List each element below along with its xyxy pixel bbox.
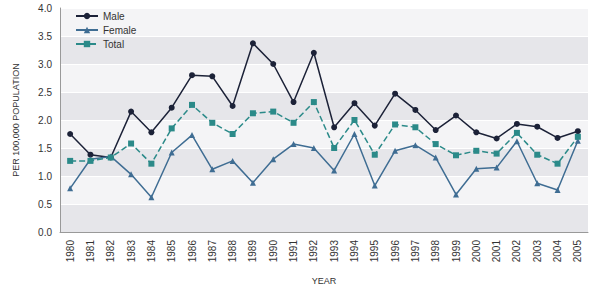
svg-text:1.0: 1.0 <box>38 171 52 182</box>
svg-text:1995: 1995 <box>369 240 380 263</box>
svg-text:1985: 1985 <box>166 240 177 263</box>
svg-text:1993: 1993 <box>329 240 340 263</box>
svg-text:1982: 1982 <box>105 240 116 263</box>
svg-text:2000: 2000 <box>471 240 482 263</box>
svg-text:1992: 1992 <box>308 240 319 263</box>
svg-text:1983: 1983 <box>126 240 137 263</box>
svg-text:PER 100,000 POPULATION: PER 100,000 POPULATION <box>11 63 21 176</box>
svg-text:1997: 1997 <box>410 240 421 263</box>
svg-text:2.0: 2.0 <box>38 115 52 126</box>
svg-text:2005: 2005 <box>572 240 583 263</box>
svg-text:1996: 1996 <box>390 240 401 263</box>
svg-text:1988: 1988 <box>227 240 238 263</box>
svg-text:1981: 1981 <box>85 240 96 263</box>
svg-text:Male: Male <box>103 11 125 22</box>
svg-text:3.5: 3.5 <box>38 31 52 42</box>
svg-text:1987: 1987 <box>207 240 218 263</box>
svg-text:4.0: 4.0 <box>38 3 52 14</box>
svg-text:1984: 1984 <box>146 240 157 263</box>
svg-text:2003: 2003 <box>532 240 543 263</box>
svg-text:0.5: 0.5 <box>38 199 52 210</box>
svg-text:2001: 2001 <box>491 240 502 263</box>
svg-text:1990: 1990 <box>268 240 279 263</box>
svg-text:2004: 2004 <box>552 240 563 263</box>
svg-text:Total: Total <box>103 39 124 50</box>
svg-text:1.5: 1.5 <box>38 143 52 154</box>
svg-text:1980: 1980 <box>65 240 76 263</box>
svg-text:0.0: 0.0 <box>38 227 52 238</box>
svg-text:1986: 1986 <box>187 240 198 263</box>
svg-text:1989: 1989 <box>247 240 258 263</box>
svg-text:2.5: 2.5 <box>38 87 52 98</box>
svg-text:YEAR: YEAR <box>312 276 337 286</box>
svg-text:Female: Female <box>103 25 137 36</box>
svg-text:3.0: 3.0 <box>38 59 52 70</box>
svg-text:1994: 1994 <box>349 240 360 263</box>
svg-text:1991: 1991 <box>288 240 299 263</box>
svg-text:1999: 1999 <box>451 240 462 263</box>
svg-text:1998: 1998 <box>430 240 441 263</box>
svg-text:2002: 2002 <box>511 240 522 263</box>
